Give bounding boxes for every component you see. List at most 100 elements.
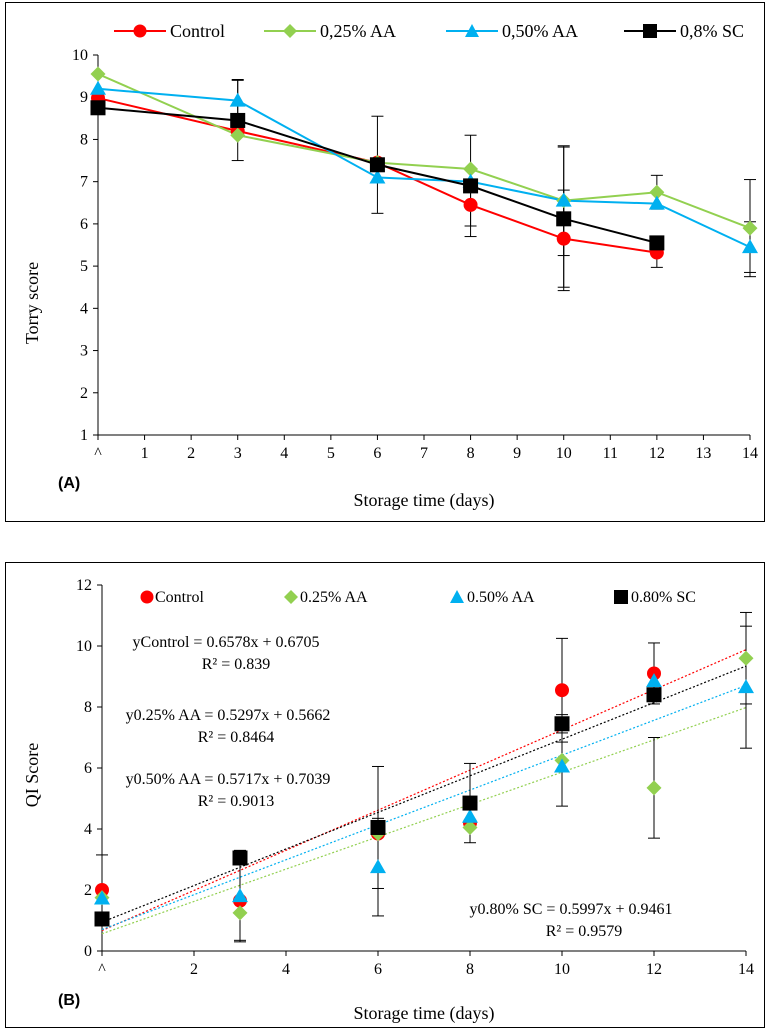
chart-a-y-tick-label: 7 bbox=[80, 174, 88, 191]
chart-b-x-tick-label: 12 bbox=[646, 961, 662, 978]
chart-b-ylabel: QI Score bbox=[22, 743, 42, 807]
equation-aa025-line1: y0.25% AA = 0.5297x + 0.5662 bbox=[126, 707, 331, 724]
chart-b-xlabel: Storage time (days) bbox=[354, 1003, 495, 1024]
point-0-50-aa bbox=[462, 808, 478, 823]
legend-b-sc-marker bbox=[614, 590, 628, 604]
chart-a-x-tick-label: 11 bbox=[603, 445, 618, 462]
chart-b-y-tick-label: 8 bbox=[84, 699, 92, 716]
point-0-8-sc bbox=[463, 178, 479, 194]
equation-control-line1: yControl = 0.6578x + 0.6705 bbox=[133, 634, 320, 651]
chart-a-legend: Control 0,25% AA 0,50% AA 0,8% SC bbox=[114, 21, 744, 41]
chart-a-x-tick-label: 1 bbox=[141, 445, 149, 462]
legend-b-sc-label: 0.80% SC bbox=[631, 589, 696, 606]
legend-aa050-marker bbox=[465, 24, 479, 37]
chart-b-trendlines bbox=[101, 649, 747, 935]
point-0-50-aa bbox=[646, 673, 662, 688]
chart-a-y-tick-label: 8 bbox=[80, 131, 88, 148]
legend-b-control-marker bbox=[140, 590, 154, 604]
legend-b-aa050-marker bbox=[450, 590, 464, 603]
chart-a-y-tick-label: 5 bbox=[80, 258, 88, 275]
chart-a-x-tick-label: 7 bbox=[420, 445, 428, 462]
legend-sc-label: 0,8% SC bbox=[680, 21, 744, 41]
chart-a-y-tick-label: 9 bbox=[80, 89, 88, 106]
point-0-8-sc bbox=[369, 157, 385, 173]
chart-a-x-tick-label: ^ bbox=[94, 445, 102, 462]
legend-b-aa025-label: 0.25% AA bbox=[300, 589, 368, 606]
legend-sc-marker bbox=[643, 24, 657, 38]
point-0-8-sc bbox=[230, 112, 246, 128]
point-0-80-sc bbox=[232, 850, 248, 866]
chart-b-y-tick-label: 4 bbox=[84, 821, 92, 838]
chart-a-xlabel: Storage time (days) bbox=[354, 490, 495, 511]
chart-a-x-tick-label: 10 bbox=[556, 445, 572, 462]
chart-b-x-tick-label: ^ bbox=[98, 961, 106, 978]
legend-b-aa025-marker bbox=[284, 590, 298, 604]
chart-b-y-tick-label: 2 bbox=[84, 882, 92, 899]
chart-a-y-tick-label: 10 bbox=[72, 47, 88, 64]
point-0-25-aa bbox=[230, 127, 246, 143]
chart-a-x-tick-label: 12 bbox=[649, 445, 665, 462]
chart-b-legend: Control 0.25% AA 0.50% AA 0.80% SC bbox=[140, 589, 696, 606]
chart-a-x-tick-label: 4 bbox=[280, 445, 288, 462]
chart-a-panel-label: (A) bbox=[58, 475, 80, 492]
chart-b-x-tick-label: 8 bbox=[466, 961, 474, 978]
point-0-25-aa bbox=[742, 220, 758, 236]
point-0-50-aa bbox=[90, 80, 106, 95]
legend-aa025-marker bbox=[283, 24, 297, 38]
chart-a-x-tick-label: 6 bbox=[373, 445, 381, 462]
chart-b-x-tick-label: 10 bbox=[554, 961, 570, 978]
chart-a-x-tick-label: 2 bbox=[187, 445, 195, 462]
point-0-50-aa bbox=[742, 239, 758, 254]
point-0-8-sc bbox=[90, 100, 106, 116]
trendline-0-25-aa bbox=[101, 706, 747, 935]
panel-a: Control 0,25% AA 0,50% AA 0,8% SC ^ 1 2 3 4 5… bbox=[5, 2, 765, 522]
point-0-50-aa bbox=[738, 679, 754, 694]
point-control bbox=[463, 197, 478, 212]
point-0-25-aa bbox=[649, 184, 665, 200]
chart-b-svg: Control 0.25% AA 0.50% AA 0.80% SC ^ 2 4 6 8… bbox=[22, 577, 754, 1024]
point-0-25-aa bbox=[232, 905, 248, 921]
point-0-25-aa bbox=[463, 161, 479, 177]
equation-aa050-line2: R² = 0.9013 bbox=[198, 793, 275, 810]
point-control bbox=[95, 883, 109, 897]
chart-a-x-tick-label: 13 bbox=[695, 445, 711, 462]
trendline-0-50-aa bbox=[101, 684, 747, 931]
point-0-80-sc bbox=[646, 687, 662, 703]
chart-b-y-tick-label: 12 bbox=[76, 577, 92, 594]
point-0-80-sc bbox=[370, 819, 386, 835]
chart-b-x-tick-label: 2 bbox=[190, 961, 198, 978]
legend-aa025-label: 0,25% AA bbox=[320, 21, 396, 41]
point-0-50-aa bbox=[648, 195, 665, 210]
chart-b-panel-label: (B) bbox=[58, 992, 80, 1009]
chart-b-markers bbox=[94, 650, 754, 927]
point-0-25-aa bbox=[462, 819, 478, 835]
chart-a-y-tick-label: 4 bbox=[80, 300, 88, 317]
trendline-control bbox=[101, 649, 747, 932]
equation-sc-line2: R² = 0.9579 bbox=[546, 923, 623, 940]
series-line-0-50-aa bbox=[97, 87, 751, 249]
chart-b-y-tick-label: 0 bbox=[84, 943, 92, 960]
chart-b-y-tick-label: 6 bbox=[84, 760, 92, 777]
equation-sc-line1: y0.80% SC = 0.5997x + 0.9461 bbox=[470, 901, 673, 918]
point-0-25-aa bbox=[738, 650, 754, 666]
chart-b-x-tick-label: 6 bbox=[374, 961, 382, 978]
chart-a-markers bbox=[90, 66, 758, 260]
point-0-50-aa bbox=[554, 758, 570, 773]
legend-control-label: Control bbox=[170, 21, 225, 41]
chart-a-y-tick-label: 2 bbox=[80, 385, 88, 402]
chart-b-y-tick-label: 10 bbox=[76, 638, 92, 655]
chart-a-error-bars bbox=[231, 78, 756, 292]
chart-a-x-tick-label: 5 bbox=[327, 445, 335, 462]
point-0-50-aa bbox=[94, 890, 110, 905]
chart-b-x-tick-label: 14 bbox=[738, 961, 754, 978]
point-0-50-aa bbox=[369, 169, 386, 184]
legend-control-marker bbox=[133, 24, 147, 38]
chart-a-series-lines bbox=[97, 73, 751, 254]
panel-b: Control 0.25% AA 0.50% AA 0.80% SC ^ 2 4 6 8… bbox=[5, 562, 765, 1028]
point-control bbox=[555, 683, 569, 698]
point-0-80-sc bbox=[94, 911, 110, 927]
point-0-50-aa bbox=[370, 859, 386, 874]
chart-a-y-tick-label: 6 bbox=[80, 216, 88, 233]
point-control bbox=[556, 231, 571, 246]
